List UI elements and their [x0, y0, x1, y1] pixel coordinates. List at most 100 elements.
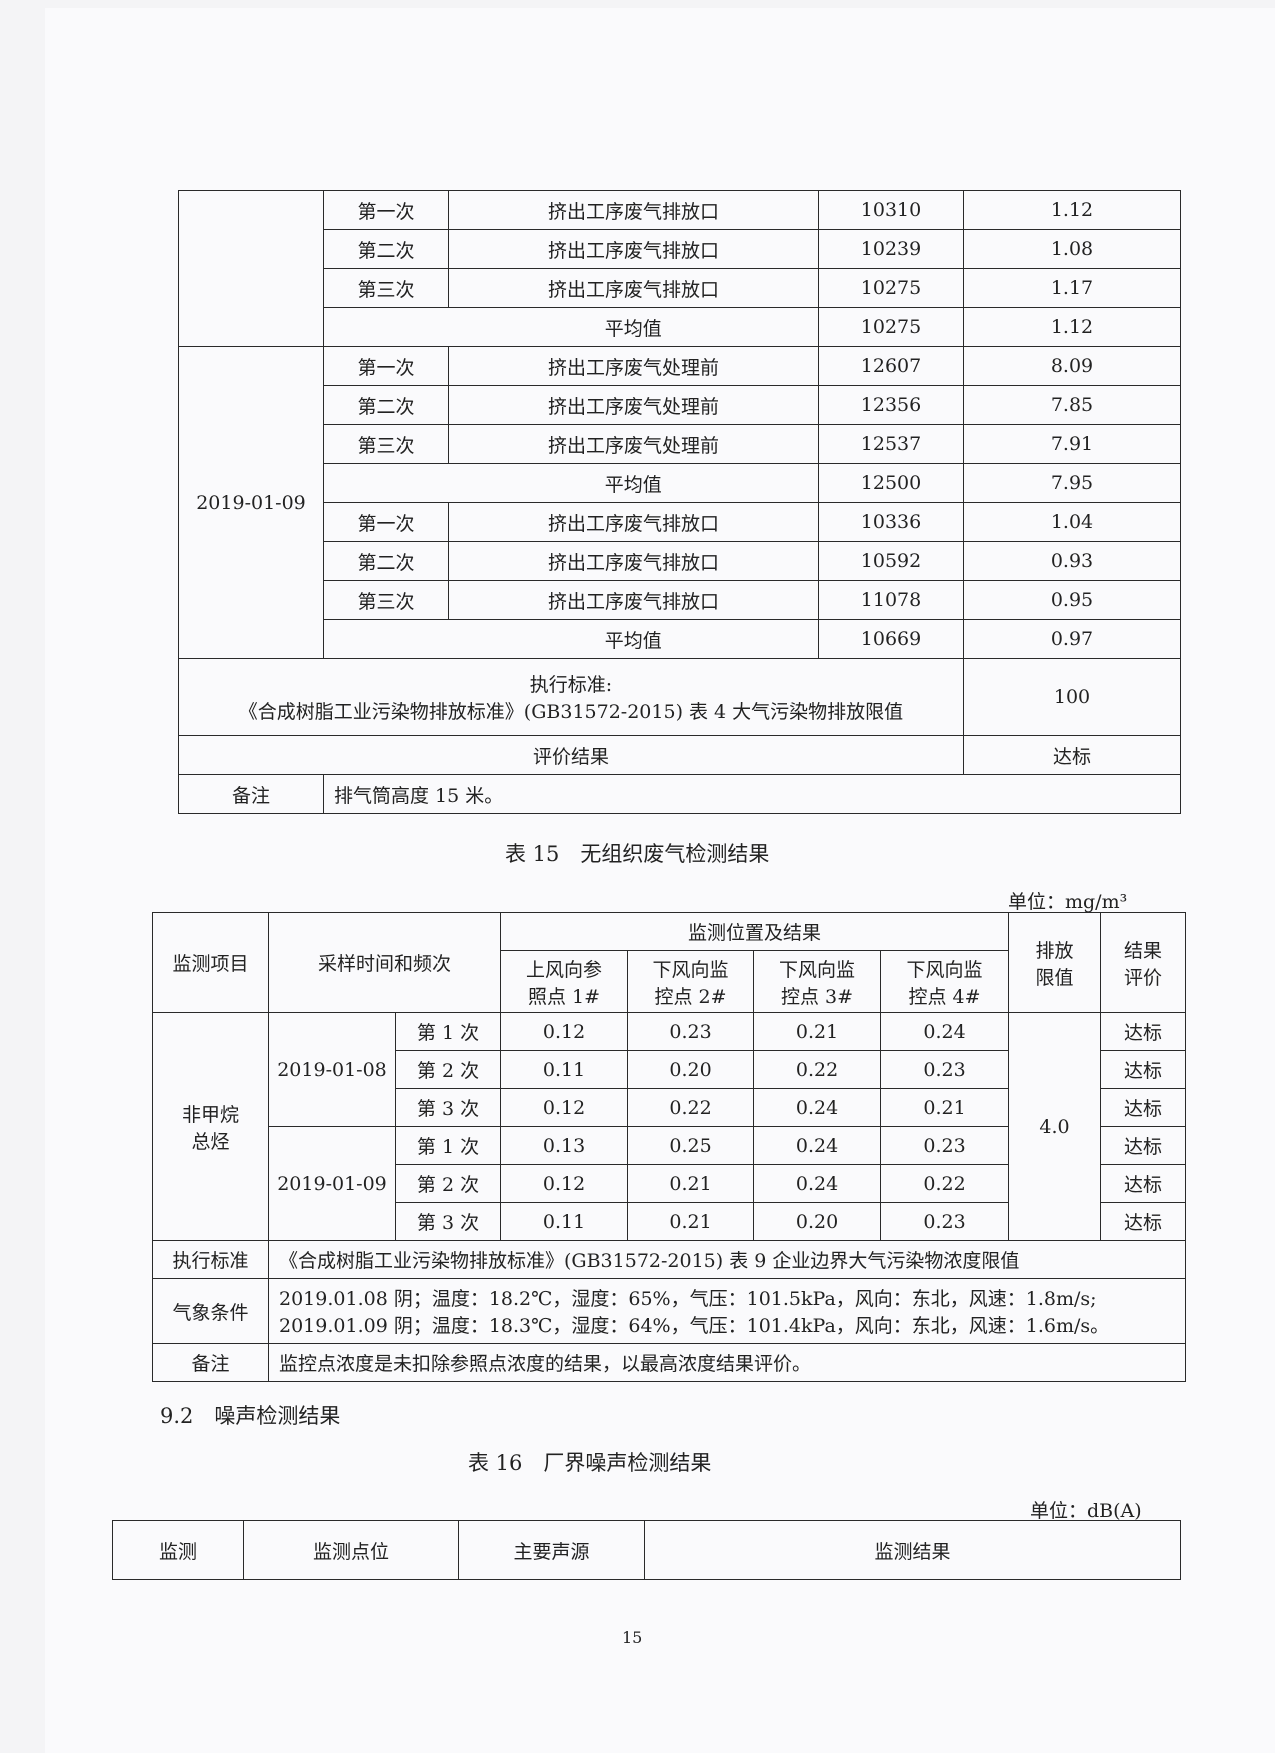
value-point-4: 0.22 [880, 1164, 1010, 1203]
value-point-1: 0.12 [500, 1088, 629, 1127]
value-point-3: 0.21 [753, 1012, 882, 1051]
average-flow: 10275 [818, 307, 964, 347]
average-label: 平均值 [448, 463, 819, 503]
value-point-4: 0.23 [880, 1202, 1010, 1241]
average-label: 平均值 [448, 619, 819, 659]
fugitive-emissions-table: 监测项目 采样时间和频次 监测位置及结果 排放限值 结果评价 上风向参照点 1#… [152, 912, 1187, 1382]
table-row: 第 2 次 0.12 0.21 0.24 0.22 达标 [153, 1164, 1187, 1203]
concentration-cell: 0.95 [963, 580, 1181, 620]
flow-cell: 12356 [818, 385, 964, 425]
remark-text: 监控点浓度是未扣除参照点浓度的结果，以最高浓度结果评价。 [267, 1343, 1187, 1382]
table-row: 第二次 挤出工序废气排放口 10239 1.08 [179, 229, 1181, 269]
header-point-4: 下风向监控点 4# [880, 950, 1010, 1013]
frequency-cell: 第三次 [323, 580, 449, 620]
value-point-4: 0.21 [880, 1088, 1010, 1127]
frequency-cell: 第 1 次 [394, 1012, 502, 1051]
frequency-cell: 第三次 [323, 424, 449, 464]
weather-line: 2019.01.08 阴；温度：18.2℃，湿度：65%，气压：101.5kPa… [279, 1288, 1097, 1310]
eval-cell: 达标 [1100, 1126, 1187, 1165]
empty-cell [323, 619, 449, 659]
date-cell [178, 190, 324, 347]
flow-cell: 10592 [818, 541, 964, 581]
location-cell: 挤出工序废气排放口 [448, 229, 819, 269]
value-point-2: 0.21 [627, 1164, 755, 1203]
frequency-cell: 第 2 次 [394, 1164, 502, 1203]
standard-text: 《合成树脂工业污染物排放标准》(GB31572-2015) 表 9 企业边界大气… [267, 1240, 1187, 1279]
eval-cell: 达标 [1100, 1050, 1187, 1089]
location-cell: 挤出工序废气处理前 [448, 424, 819, 464]
average-concentration: 0.97 [963, 619, 1181, 659]
average-concentration: 7.95 [963, 463, 1181, 503]
value-point-1: 0.12 [500, 1012, 629, 1051]
date-cell: 2019-01-09 [178, 346, 324, 659]
table-row: 非甲烷总烃 2019-01-08 第 1 次 0.12 0.23 0.21 0.24 4.0 达… [152, 1012, 1187, 1241]
frequency-cell: 第二次 [323, 229, 449, 269]
concentration-cell: 1.12 [963, 190, 1181, 230]
noise-results-table: 监测 监测点位 主要声源 监测结果 [112, 1520, 1181, 1580]
value-point-2: 0.23 [627, 1012, 755, 1051]
value-point-2: 0.20 [627, 1050, 755, 1089]
standard-label: 执行标准: [529, 674, 613, 696]
header-item: 监测项目 [152, 912, 269, 1013]
header-point-1: 上风向参照点 1# [500, 950, 629, 1013]
location-cell: 挤出工序废气排放口 [448, 268, 819, 308]
frequency-cell: 第 3 次 [394, 1088, 502, 1127]
value-point-1: 0.11 [500, 1050, 629, 1089]
value-point-1: 0.12 [500, 1164, 629, 1203]
frequency-cell: 第一次 [323, 190, 449, 230]
average-label: 平均值 [448, 307, 819, 347]
average-row: 平均值 10275 1.12 [179, 307, 1181, 347]
eval-cell: 达标 [1100, 1012, 1187, 1051]
average-flow: 12500 [818, 463, 964, 503]
value-point-1: 0.13 [500, 1126, 629, 1165]
table-row: 第二次 挤出工序废气排放口 10592 0.93 [179, 541, 1181, 581]
value-point-3: 0.24 [753, 1088, 882, 1127]
flow-cell: 10336 [818, 502, 964, 542]
table-row: 第一次 挤出工序废气排放口 10310 1.12 [178, 190, 1181, 347]
location-cell: 挤出工序废气排放口 [448, 580, 819, 620]
concentration-cell: 1.17 [963, 268, 1181, 308]
date-cell: 2019-01-08 [268, 1012, 396, 1127]
value-point-4: 0.23 [880, 1126, 1010, 1165]
eval-cell: 达标 [1100, 1202, 1187, 1241]
table-row: 第 3 次 0.12 0.22 0.24 0.21 达标 [153, 1088, 1187, 1127]
empty-cell [323, 307, 449, 347]
concentration-cell: 1.04 [963, 502, 1181, 542]
value-point-2: 0.25 [627, 1126, 755, 1165]
value-point-3: 0.24 [753, 1164, 882, 1203]
header-location-group: 监测位置及结果 [500, 912, 1010, 951]
location-cell: 挤出工序废气排放口 [448, 190, 819, 230]
frequency-cell: 第一次 [323, 346, 449, 386]
average-flow: 10669 [818, 619, 964, 659]
table-row: 第一次 挤出工序废气排放口 10336 1.04 [179, 502, 1181, 542]
remark-text: 排气筒高度 15 米。 [323, 774, 1181, 814]
eval-label: 评价结果 [178, 735, 964, 775]
location-cell: 挤出工序废气排放口 [448, 541, 819, 581]
table-15-caption: 表 15 无组织废气检测结果 [505, 842, 770, 866]
header-eval: 结果评价 [1100, 912, 1187, 1013]
exhaust-gas-results-table: 第一次 挤出工序废气排放口 10310 1.12 第二次 挤出工序废气排放口 10239 1.… [178, 190, 1181, 814]
value-point-4: 0.23 [880, 1050, 1010, 1089]
table-row: 2019-01-09 第一次 挤出工序废气处理前 12607 8.09 [178, 346, 1181, 659]
frequency-cell: 第 2 次 [394, 1050, 502, 1089]
standard-cell: 执行标准: 《合成树脂工业污染物排放标准》(GB31572-2015) 表 4 大… [178, 658, 964, 736]
header-time: 采样时间和频次 [267, 912, 502, 1013]
item-cell: 非甲烷总烃 [152, 1012, 269, 1241]
concentration-cell: 8.09 [963, 346, 1181, 386]
eval-cell: 达标 [1100, 1088, 1187, 1127]
table-row: 2019-01-09 第 1 次 0.13 0.25 0.24 0.23 达标 [153, 1126, 1187, 1241]
table-row: 第三次 挤出工序废气排放口 11078 0.95 [179, 580, 1181, 620]
flow-cell: 11078 [818, 580, 964, 620]
weather-line: 2019.01.09 阴；温度：18.3℃，湿度：64%，气压：101.4kPa… [279, 1315, 1110, 1337]
frequency-cell: 第 1 次 [394, 1126, 502, 1165]
average-concentration: 1.12 [963, 307, 1181, 347]
value-point-3: 0.20 [753, 1202, 882, 1241]
header-point-2: 下风向监控点 2# [627, 950, 755, 1013]
flow-cell: 10239 [818, 229, 964, 269]
page-number: 15 [622, 1628, 643, 1647]
concentration-cell: 0.93 [963, 541, 1181, 581]
average-row: 平均值 12500 7.95 [179, 463, 1181, 503]
flow-cell: 12537 [818, 424, 964, 464]
empty-cell [323, 463, 449, 503]
date-cell: 2019-01-09 [268, 1126, 396, 1241]
